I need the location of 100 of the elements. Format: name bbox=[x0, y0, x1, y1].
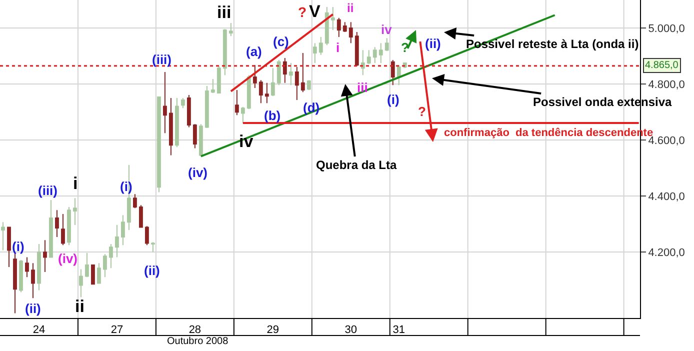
candlestick bbox=[348, 22, 353, 44]
candlestick bbox=[186, 94, 191, 128]
candlestick bbox=[61, 214, 65, 246]
candlestick bbox=[174, 98, 179, 148]
candlestick bbox=[324, 6, 329, 46]
candlestick bbox=[168, 98, 173, 156]
annotation: (iii) bbox=[38, 183, 58, 198]
candlestick bbox=[7, 226, 11, 268]
candlestick bbox=[276, 59, 281, 86]
candlestick bbox=[390, 59, 395, 86]
candlestick bbox=[31, 262, 35, 299]
ref-line-label: 4.865,0 bbox=[645, 60, 679, 71]
annotation: (c) bbox=[273, 34, 289, 49]
candlestick bbox=[294, 66, 299, 101]
candlestick bbox=[216, 66, 221, 94]
candlestick bbox=[252, 64, 257, 88]
candlestick bbox=[55, 210, 59, 238]
candlestick bbox=[282, 58, 287, 84]
y-tick-label: 4.400,0 bbox=[648, 190, 685, 203]
annotation: (a) bbox=[246, 44, 262, 59]
annotation: (i) bbox=[120, 179, 132, 194]
candlestick bbox=[91, 264, 95, 285]
annotation: (iii) bbox=[152, 52, 172, 67]
candlestick bbox=[210, 78, 215, 94]
y-tick-label: 5.000,0 bbox=[648, 22, 685, 35]
x-tick-label: 27 bbox=[110, 324, 124, 336]
candlestick bbox=[342, 22, 347, 32]
candlestick bbox=[396, 64, 401, 86]
candlestick bbox=[79, 268, 83, 298]
candlestick bbox=[144, 226, 149, 246]
annotation: (ii) bbox=[425, 36, 441, 51]
annotation: iii bbox=[217, 3, 232, 22]
candlestick bbox=[312, 42, 317, 64]
candlestick bbox=[378, 42, 383, 64]
x-tick-label: 24 bbox=[32, 324, 46, 336]
candlestick bbox=[318, 36, 323, 56]
annotation: (b) bbox=[264, 108, 281, 123]
y-tick-label: 4.200,0 bbox=[648, 247, 685, 260]
candlestick bbox=[103, 254, 107, 278]
candlestick bbox=[73, 198, 77, 226]
candlestick bbox=[204, 86, 209, 129]
candlestick bbox=[67, 206, 71, 246]
annotation: iii bbox=[357, 80, 368, 95]
candlestick bbox=[270, 68, 275, 97]
candlestick bbox=[264, 82, 269, 104]
candlestick bbox=[85, 252, 89, 278]
candlestick bbox=[49, 200, 53, 258]
candlestick bbox=[37, 244, 41, 291]
candlestick bbox=[240, 106, 245, 124]
candlestick bbox=[384, 38, 389, 52]
candlestick bbox=[19, 260, 23, 293]
candlestick bbox=[132, 194, 137, 209]
annotation: (i) bbox=[12, 239, 24, 254]
candlestick bbox=[13, 252, 17, 314]
candlestick bbox=[366, 50, 371, 65]
candlestick bbox=[246, 74, 251, 110]
candlestick bbox=[198, 124, 203, 157]
annotation: iv bbox=[381, 22, 393, 37]
candlestick bbox=[43, 240, 47, 273]
annotation: (d) bbox=[303, 100, 320, 115]
annotation: (iv) bbox=[188, 165, 208, 180]
candlestick bbox=[180, 98, 185, 109]
y-tick-label: 4.600,0 bbox=[648, 134, 685, 147]
y-tick-label: 4.800,0 bbox=[648, 78, 685, 91]
candlestick bbox=[258, 80, 263, 104]
candlestick bbox=[1, 222, 5, 251]
candlestick bbox=[25, 256, 29, 278]
annotation: ? bbox=[401, 40, 409, 55]
annotation: (ii) bbox=[144, 263, 160, 278]
candlestick bbox=[120, 214, 125, 246]
candlestick bbox=[156, 96, 161, 193]
x-axis-title: Outubro 2008 bbox=[167, 336, 229, 347]
candlestick bbox=[288, 62, 293, 86]
candlestick bbox=[109, 244, 113, 269]
candlestick bbox=[192, 124, 197, 149]
candlestick bbox=[300, 52, 305, 93]
candlestick bbox=[138, 204, 143, 228]
annotation: (iv) bbox=[58, 251, 78, 266]
x-tick-label: 30 bbox=[344, 324, 358, 336]
candlestick bbox=[234, 89, 239, 116]
annotation: Quebra da Lta bbox=[316, 158, 398, 172]
annotation: ii bbox=[75, 297, 84, 316]
candlestick bbox=[150, 242, 155, 253]
annotation: i bbox=[73, 174, 78, 193]
candlestick bbox=[372, 46, 377, 64]
candlestick bbox=[114, 224, 119, 258]
annotation: (i) bbox=[387, 92, 400, 107]
candlestick bbox=[228, 22, 233, 37]
x-tick-label: 29 bbox=[266, 324, 280, 336]
candlestick bbox=[330, 6, 335, 30]
annotation: (ii) bbox=[25, 301, 41, 316]
candlestick bbox=[354, 31, 359, 67]
candlestick bbox=[360, 50, 365, 76]
candlestick bbox=[222, 28, 227, 76]
candlestick bbox=[306, 80, 311, 90]
annotation: ii bbox=[347, 1, 354, 15]
annotation: ? bbox=[298, 4, 307, 20]
x-tick-label: 28 bbox=[188, 324, 202, 336]
candlestick bbox=[336, 17, 341, 38]
annotation: ? bbox=[418, 104, 426, 119]
